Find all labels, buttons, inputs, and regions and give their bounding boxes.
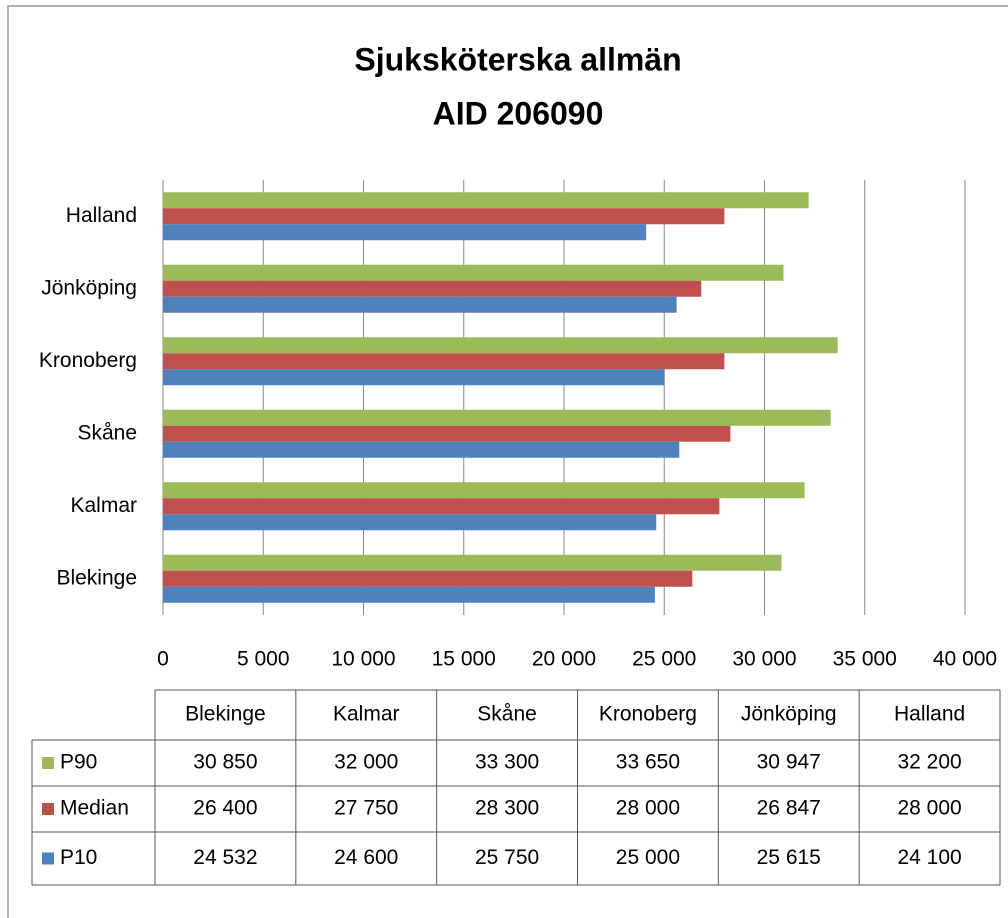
x-tick-label: 0: [157, 648, 169, 671]
table-cell: 26 400: [193, 797, 257, 820]
table-header: Jönköping: [741, 703, 837, 726]
legend-label: P10: [60, 846, 97, 869]
x-tick-label: 15 000: [432, 648, 496, 671]
x-tick-label: 30 000: [732, 648, 796, 671]
table-cell: 25 615: [757, 846, 821, 869]
bar: [163, 498, 720, 515]
table-header: Skåne: [477, 703, 537, 726]
bar: [163, 353, 725, 370]
table-cell: 30 947: [757, 751, 821, 774]
table-cell: 28 300: [475, 797, 539, 820]
table-header: Blekinge: [185, 703, 266, 726]
y-tick-label: Kalmar: [70, 494, 137, 517]
bar: [163, 369, 665, 386]
y-tick-label: Jönköping: [41, 276, 137, 299]
table-cell: 24 600: [334, 846, 398, 869]
table-header: Kronoberg: [599, 703, 697, 726]
table-header: Halland: [894, 703, 965, 726]
bar: [163, 409, 831, 426]
y-tick-label: Skåne: [77, 421, 137, 444]
table-cell: 28 000: [897, 797, 961, 820]
table-cell: 32 200: [897, 751, 961, 774]
bar: [163, 264, 784, 281]
bar: [163, 296, 677, 313]
table-cell: 33 300: [475, 751, 539, 774]
legend-swatch: [42, 852, 54, 865]
bar: [163, 280, 702, 297]
y-tick-label: Halland: [66, 204, 137, 227]
legend-swatch: [42, 803, 54, 815]
table-cell: 24 100: [897, 846, 961, 869]
bar: [163, 554, 782, 571]
table-cell: 30 850: [193, 751, 257, 774]
y-tick-label: Blekinge: [56, 566, 137, 589]
table-cell: 33 650: [616, 751, 680, 774]
legend-label: P90: [60, 751, 97, 774]
bar: [163, 570, 693, 587]
table-cell: 26 847: [757, 797, 821, 820]
bar: [163, 514, 657, 531]
table-header: Kalmar: [333, 703, 400, 726]
legend-swatch: [42, 757, 54, 769]
chart-subtitle: AID 206090: [433, 95, 604, 131]
bar: [163, 208, 725, 225]
legend-label: Median: [60, 797, 129, 820]
x-tick-label: 40 000: [933, 648, 997, 671]
bar: [163, 425, 731, 442]
bar: [163, 441, 680, 458]
bar: [163, 482, 805, 499]
frame: [7, 5, 1008, 918]
bar: [163, 192, 809, 209]
x-tick-label: 10 000: [331, 648, 395, 671]
y-tick-label: Kronoberg: [39, 349, 137, 372]
x-tick-label: 20 000: [532, 648, 596, 671]
table-cell: 25 000: [616, 846, 680, 869]
table-cell: 32 000: [334, 751, 398, 774]
x-tick-label: 25 000: [632, 648, 696, 671]
bar: [163, 224, 647, 241]
table-cell: 28 000: [616, 797, 680, 820]
table-cell: 24 532: [193, 846, 257, 869]
bar: [163, 586, 655, 603]
x-tick-label: 5 000: [237, 648, 290, 671]
table-cell: 25 750: [475, 846, 539, 869]
chart-title: Sjuksköterska allmän: [354, 41, 681, 77]
x-tick-label: 35 000: [833, 648, 897, 671]
bar: [163, 337, 838, 354]
table-cell: 27 750: [334, 797, 398, 820]
